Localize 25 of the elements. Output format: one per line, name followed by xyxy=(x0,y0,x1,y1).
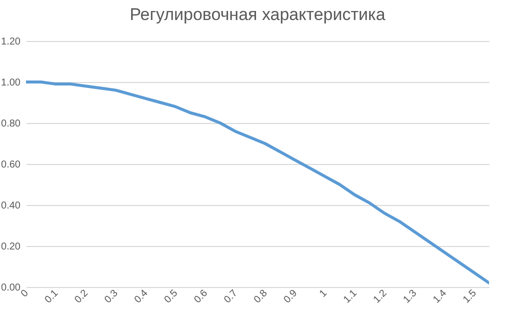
x-tick-label: 0.9 xyxy=(282,288,300,306)
chart-title: Регулировочная характеристика xyxy=(130,5,386,24)
x-tick-label: 0.2 xyxy=(72,288,91,306)
x-tick-label: 1.3 xyxy=(401,288,420,306)
x-tick-label: 0.7 xyxy=(222,288,240,306)
y-tick-label: 1.20 xyxy=(1,36,21,48)
y-tick-label: 0.00 xyxy=(1,282,21,294)
x-tick-label: 0.8 xyxy=(252,288,270,306)
x-tick-label: 1 xyxy=(318,288,330,300)
x-tick-label: 0.6 xyxy=(192,288,210,306)
x-tick-label: 1.5 xyxy=(461,288,480,306)
y-tick-label: 0.20 xyxy=(1,242,21,252)
x-tick-label: 1.1 xyxy=(342,288,360,306)
x-tick-label: 0.5 xyxy=(162,288,180,306)
x-tick-label: 1.4 xyxy=(431,288,450,306)
x-tick-label: 0.1 xyxy=(43,288,61,306)
y-tick-label: 0.60 xyxy=(1,160,21,170)
y-tick-label: 1.00 xyxy=(1,78,21,88)
y-tick-label: 0.40 xyxy=(1,200,21,212)
x-tick-label: 0.4 xyxy=(132,288,151,306)
x-tick-label: 1.2 xyxy=(372,288,390,306)
y-tick-label: 0.80 xyxy=(1,118,21,130)
line-series xyxy=(26,80,489,284)
x-tick-label: 0 xyxy=(19,288,32,300)
x-tick-label: 0.3 xyxy=(102,288,121,306)
